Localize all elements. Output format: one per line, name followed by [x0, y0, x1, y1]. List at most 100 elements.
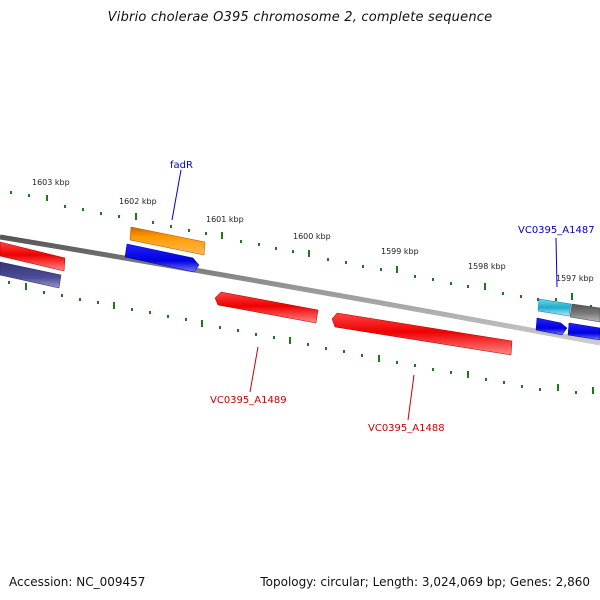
- scale-tick: [307, 343, 309, 346]
- scale-tick: [467, 285, 469, 288]
- map-title: Vibrio cholerae O395 chromosome 2, compl…: [107, 10, 493, 25]
- scale-label: 1600 kbp: [293, 232, 331, 241]
- scale-label: 1602 kbp: [119, 197, 157, 206]
- gene-red-forward[interactable]: [0, 241, 66, 272]
- scale-tick: [396, 361, 398, 364]
- scale-tick: [8, 281, 10, 284]
- scale-tick-major: [135, 213, 137, 220]
- scale-tick: [149, 311, 151, 314]
- scale-tick: [275, 247, 277, 250]
- scale-tick: [414, 275, 416, 278]
- scale-tick: [28, 194, 30, 197]
- scale-tick: [380, 268, 382, 271]
- scale-tick: [188, 229, 190, 232]
- scale-tick-major: [396, 266, 398, 273]
- scale-tick-major: [201, 320, 203, 327]
- scale-tick: [555, 298, 557, 301]
- chromosome-backbone: [0, 234, 600, 346]
- label-leaders: [171, 169, 558, 421]
- scale-ticks-lower: [8, 281, 594, 394]
- gene-blue-forward-edge[interactable]: [567, 322, 600, 341]
- scale-tick-major: [289, 337, 291, 344]
- scale-tick: [539, 388, 541, 391]
- gene-gray-forward[interactable]: [569, 303, 600, 323]
- topology-summary: Topology: circular; Length: 3,024,069 bp…: [260, 575, 590, 589]
- scale-tick: [255, 333, 257, 336]
- scale-tick: [97, 301, 99, 304]
- scale-tick-major: [113, 302, 115, 309]
- scale-tick: [502, 292, 504, 295]
- scale-tick: [327, 258, 329, 261]
- scale-tick-major: [308, 250, 310, 257]
- gene-VC0395_A1489[interactable]: [214, 291, 319, 324]
- scale-tick: [240, 240, 242, 243]
- scale-tick: [503, 381, 505, 384]
- scale-label: 1599 kbp: [381, 247, 419, 256]
- scale-tick: [325, 347, 327, 350]
- scale-tick: [61, 294, 63, 297]
- forward-strand-genes: [0, 226, 600, 341]
- scale-tick: [273, 336, 275, 339]
- scale-labels: 1603 kbp 1602 kbp 1601 kbp 1600 kbp 1599…: [32, 178, 594, 283]
- scale-tick: [520, 295, 522, 298]
- scale-tick: [64, 205, 66, 208]
- scale-tick: [450, 282, 452, 285]
- gene-label-VC0395_A1488[interactable]: VC0395_A1488: [368, 423, 445, 434]
- scale-tick-major: [571, 293, 573, 300]
- scale-label: 1603 kbp: [32, 178, 70, 187]
- scale-label: 1597 kbp: [556, 274, 594, 283]
- scale-tick: [170, 225, 172, 228]
- scale-tick: [485, 378, 487, 381]
- scale-tick: [362, 265, 364, 268]
- reverse-strand-genes: [0, 261, 513, 356]
- scale-tick: [432, 278, 434, 281]
- scale-tick: [237, 329, 239, 332]
- gene-label-fadR[interactable]: fadR: [170, 160, 193, 171]
- gene-label-VC0395_A1487[interactable]: VC0395_A1487: [518, 225, 595, 236]
- scale-tick: [219, 326, 221, 329]
- scale-tick-major: [484, 283, 486, 290]
- scale-tick: [205, 232, 207, 235]
- scale-tick: [361, 354, 363, 357]
- scale-tick: [521, 385, 523, 388]
- scale-tick: [414, 364, 416, 367]
- gene-fadR[interactable]: [129, 226, 206, 256]
- scale-tick-major: [221, 232, 223, 239]
- scale-tick: [152, 221, 154, 224]
- gene-navy-reverse[interactable]: [0, 261, 62, 289]
- gene-blue-forward[interactable]: [124, 243, 200, 273]
- scale-tick: [537, 298, 539, 301]
- accession-text: Accession: NC_009457: [9, 575, 146, 589]
- scale-tick: [345, 261, 347, 264]
- gene-blue-forward-right[interactable]: [535, 317, 568, 336]
- scale-tick: [79, 298, 81, 301]
- scale-tick: [258, 243, 260, 246]
- scale-tick: [167, 315, 169, 318]
- scale-tick-major: [467, 371, 469, 378]
- scale-label: 1598 kbp: [468, 262, 506, 271]
- leader-line: [171, 169, 182, 221]
- scale-tick: [185, 318, 187, 321]
- gene-VC0395_A1488[interactable]: [331, 312, 513, 356]
- scale-tick-major: [592, 387, 594, 394]
- gene-cyan-forward[interactable]: [537, 298, 572, 317]
- scale-label: 1601 kbp: [206, 215, 244, 224]
- leader-line: [407, 374, 415, 421]
- leader-line: [249, 346, 259, 393]
- scale-tick: [100, 212, 102, 215]
- scale-tick: [292, 250, 294, 253]
- gene-label-VC0395_A1489[interactable]: VC0395_A1489: [210, 395, 287, 406]
- scale-tick: [118, 215, 120, 218]
- scale-tick-major: [378, 355, 380, 362]
- scale-tick-major: [557, 384, 559, 391]
- scale-tick: [450, 371, 452, 374]
- leader-line: [555, 237, 558, 288]
- scale-tick-major: [46, 195, 48, 201]
- scale-tick: [432, 368, 434, 371]
- gene-labels: fadR VC0395_A1487 VC0395_A1489 VC0395_A1…: [170, 160, 595, 434]
- scale-tick: [82, 208, 84, 211]
- scale-tick: [43, 291, 45, 294]
- scale-tick-major: [25, 283, 27, 290]
